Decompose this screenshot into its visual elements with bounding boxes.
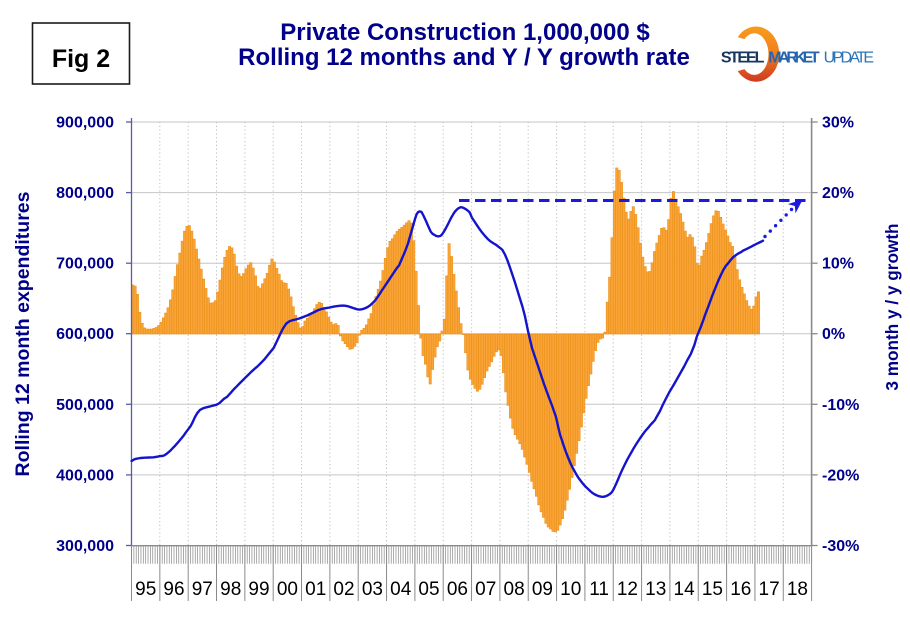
svg-text:07: 07 [475, 579, 496, 600]
svg-text:400,000: 400,000 [56, 467, 114, 484]
svg-text:30%: 30% [822, 115, 854, 132]
svg-text:14: 14 [674, 579, 696, 600]
svg-text:600,000: 600,000 [56, 326, 114, 343]
svg-text:MARKET: MARKET [768, 49, 820, 66]
svg-text:Fig 2: Fig 2 [52, 45, 110, 73]
svg-text:Private Construction 1,000,000: Private Construction 1,000,000 $ [280, 19, 650, 46]
svg-text:300,000: 300,000 [56, 538, 114, 555]
svg-text:15: 15 [702, 579, 723, 600]
svg-text:13: 13 [645, 579, 666, 600]
svg-text:12: 12 [617, 579, 638, 600]
svg-text:900,000: 900,000 [56, 115, 114, 132]
svg-text:16: 16 [730, 579, 751, 600]
svg-text:06: 06 [447, 579, 468, 600]
svg-text:20%: 20% [822, 185, 854, 202]
svg-text:03: 03 [362, 579, 383, 600]
svg-text:10: 10 [560, 579, 581, 600]
svg-text:18: 18 [787, 579, 808, 600]
svg-text:-30%: -30% [822, 538, 859, 555]
svg-text:99: 99 [248, 579, 269, 600]
svg-text:11: 11 [589, 579, 609, 600]
svg-text:-10%: -10% [822, 397, 859, 414]
svg-text:17: 17 [759, 579, 780, 600]
svg-text:Rolling 12 months and Y / Y gr: Rolling 12 months and Y / Y growth rate [238, 44, 690, 71]
svg-text:96: 96 [163, 579, 184, 600]
svg-text:800,000: 800,000 [56, 185, 114, 202]
svg-text:98: 98 [220, 579, 241, 600]
svg-text:Rolling 12 month expenditures: Rolling 12 month expenditures [12, 191, 34, 476]
svg-text:-20%: -20% [822, 467, 859, 484]
svg-text:10%: 10% [822, 256, 854, 273]
svg-text:04: 04 [390, 579, 412, 600]
svg-text:02: 02 [333, 579, 354, 600]
svg-text:05: 05 [418, 579, 439, 600]
svg-text:08: 08 [504, 579, 525, 600]
svg-text:0%: 0% [822, 326, 845, 343]
svg-text:00: 00 [277, 579, 298, 600]
svg-text:UPDATE: UPDATE [824, 49, 874, 66]
svg-text:97: 97 [192, 579, 213, 600]
svg-text:09: 09 [532, 579, 553, 600]
svg-text:STEEL: STEEL [721, 49, 765, 66]
svg-text:01: 01 [305, 579, 326, 600]
svg-text:500,000: 500,000 [56, 397, 114, 414]
svg-text:3 month y / y growth: 3 month y / y growth [882, 223, 902, 390]
svg-text:700,000: 700,000 [56, 256, 114, 273]
svg-text:95: 95 [135, 579, 156, 600]
